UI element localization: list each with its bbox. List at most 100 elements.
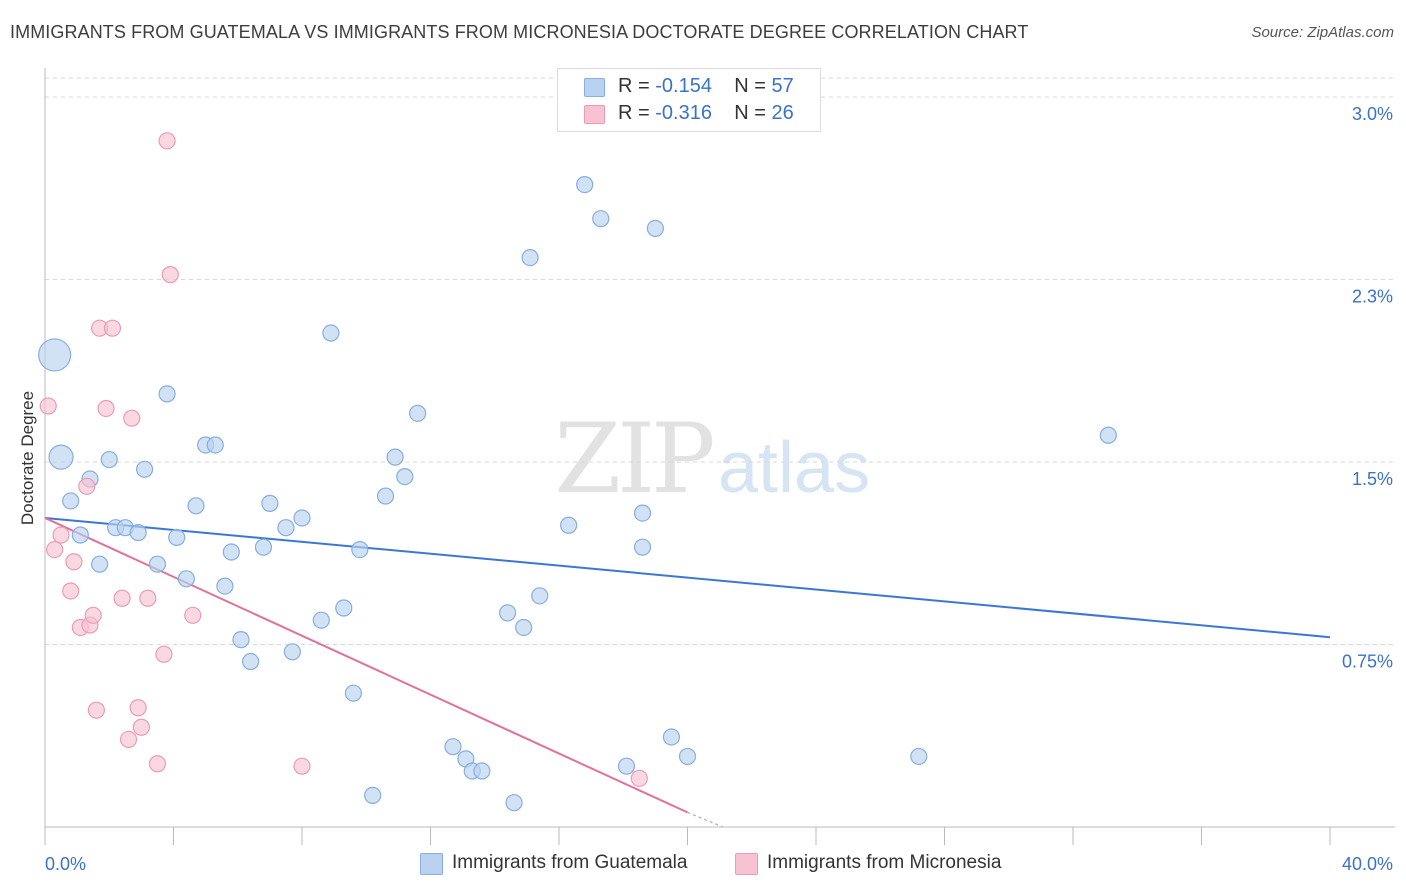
data-point-blue [576, 176, 594, 194]
legend-n-value-micronesia: 26 [771, 102, 794, 124]
data-point-blue [662, 728, 681, 746]
data-point-blue [444, 738, 462, 756]
data-point-blue [48, 444, 74, 470]
data-point-pink [103, 319, 122, 337]
data-point-blue [1099, 426, 1117, 444]
trend-line-pink [44, 517, 688, 814]
data-point-pink [139, 589, 157, 607]
data-point-blue [678, 747, 697, 766]
bottom-legend-swatch-pink [735, 853, 758, 875]
data-point-blue [409, 404, 427, 422]
legend-swatch-blue [584, 78, 605, 97]
data-point-blue [646, 219, 664, 237]
data-point-blue [633, 538, 652, 556]
data-point-pink [630, 769, 648, 787]
data-point-blue [187, 497, 205, 515]
legend-swatch-pink [584, 105, 605, 124]
data-point-blue [277, 519, 295, 537]
data-point-blue [515, 618, 533, 637]
data-point-pink [148, 755, 167, 773]
data-point-pink [123, 409, 141, 427]
data-point-pink [129, 699, 147, 717]
data-point-blue [254, 538, 273, 556]
tick-labels: 0.75% 1.5% 2.3% 3.0% 0.0% 40.0% [45, 104, 1393, 874]
correlation-legend: R = -0.154 N = 57 R = -0.316 N = 26 [557, 68, 821, 132]
data-point-blue [351, 540, 369, 559]
data-point-pink [84, 606, 102, 624]
data-point-pink [132, 718, 150, 736]
data-point-blue [335, 599, 353, 617]
data-point-blue [261, 494, 279, 512]
data-point-blue [293, 509, 311, 527]
data-point-blue [62, 492, 80, 510]
gridlines [45, 77, 1395, 645]
data-point-blue [592, 210, 610, 228]
data-point-pink [52, 526, 70, 544]
data-point-blue [617, 757, 636, 775]
y-tick-label: 1.5% [1352, 469, 1393, 489]
y-axis-label: Doctorate Degree [18, 391, 37, 525]
legend-n-label: N = [734, 102, 766, 124]
data-point-blue [71, 526, 89, 544]
data-point-blue [158, 385, 176, 403]
y-tick-label: 3.0% [1352, 104, 1393, 124]
data-point-blue [560, 516, 578, 534]
data-point-pink [113, 589, 131, 607]
bottom-legend-swatch-blue [420, 853, 443, 875]
data-point-blue [910, 747, 928, 766]
data-point-blue [232, 631, 250, 649]
trend-line-blue [44, 516, 1331, 639]
data-point-pink [184, 606, 202, 624]
y-tick-label: 0.75% [1342, 652, 1393, 672]
data-point-pink [39, 397, 57, 415]
data-point-blue [129, 523, 147, 542]
data-point-pink [161, 266, 179, 284]
data-point-blue [499, 604, 517, 622]
data-point-pink [78, 477, 96, 495]
data-point-blue [364, 786, 382, 804]
data-point-blue [376, 487, 395, 505]
data-point-pink [62, 582, 80, 600]
data-point-blue [505, 794, 523, 812]
legend-r-value-micronesia: -0.316 [655, 102, 712, 124]
legend-r-value-guatemala: -0.154 [655, 75, 712, 97]
data-point-pink [87, 701, 106, 719]
data-point-pink [158, 132, 176, 150]
legend-n-label: N = [734, 75, 766, 97]
data-point-blue [148, 555, 167, 573]
trend-extension-pink [687, 811, 724, 828]
data-point-blue [386, 448, 404, 466]
data-point-blue [177, 570, 195, 588]
trend-lines [44, 516, 1331, 828]
data-point-blue [283, 643, 301, 661]
data-point-blue [473, 762, 491, 780]
data-point-blue [168, 528, 186, 547]
data-point-blue [38, 338, 72, 372]
data-point-blue [521, 249, 539, 267]
data-point-blue [396, 468, 414, 486]
data-point-blue [222, 543, 240, 561]
chart-title: IMMIGRANTS FROM GUATEMALA VS IMMIGRANTS … [10, 22, 1029, 42]
data-point-blue [312, 611, 330, 629]
data-point-pink [155, 645, 173, 663]
data-point-blue [344, 684, 362, 702]
data-point-pink [46, 540, 64, 559]
bottom-legend-label-guatemala: Immigrants from Guatemala [452, 852, 688, 873]
data-points [38, 132, 1117, 812]
bottom-legend-label-micronesia: Immigrants from Micronesia [767, 852, 1002, 873]
data-point-blue [206, 436, 224, 454]
data-point-blue [91, 555, 109, 573]
data-point-blue [135, 460, 154, 478]
data-point-blue [216, 577, 234, 595]
data-point-blue [100, 450, 118, 469]
data-point-pink [65, 553, 83, 571]
data-point-blue [242, 652, 260, 671]
watermark: ZIP atlas [554, 403, 870, 515]
legend-r-label: R = [618, 102, 650, 124]
axes [44, 68, 1395, 845]
data-point-blue [531, 587, 549, 605]
data-point-pink [293, 757, 311, 775]
legend-r-label: R = [618, 75, 650, 97]
x-tick-label: 0.0% [45, 854, 86, 874]
